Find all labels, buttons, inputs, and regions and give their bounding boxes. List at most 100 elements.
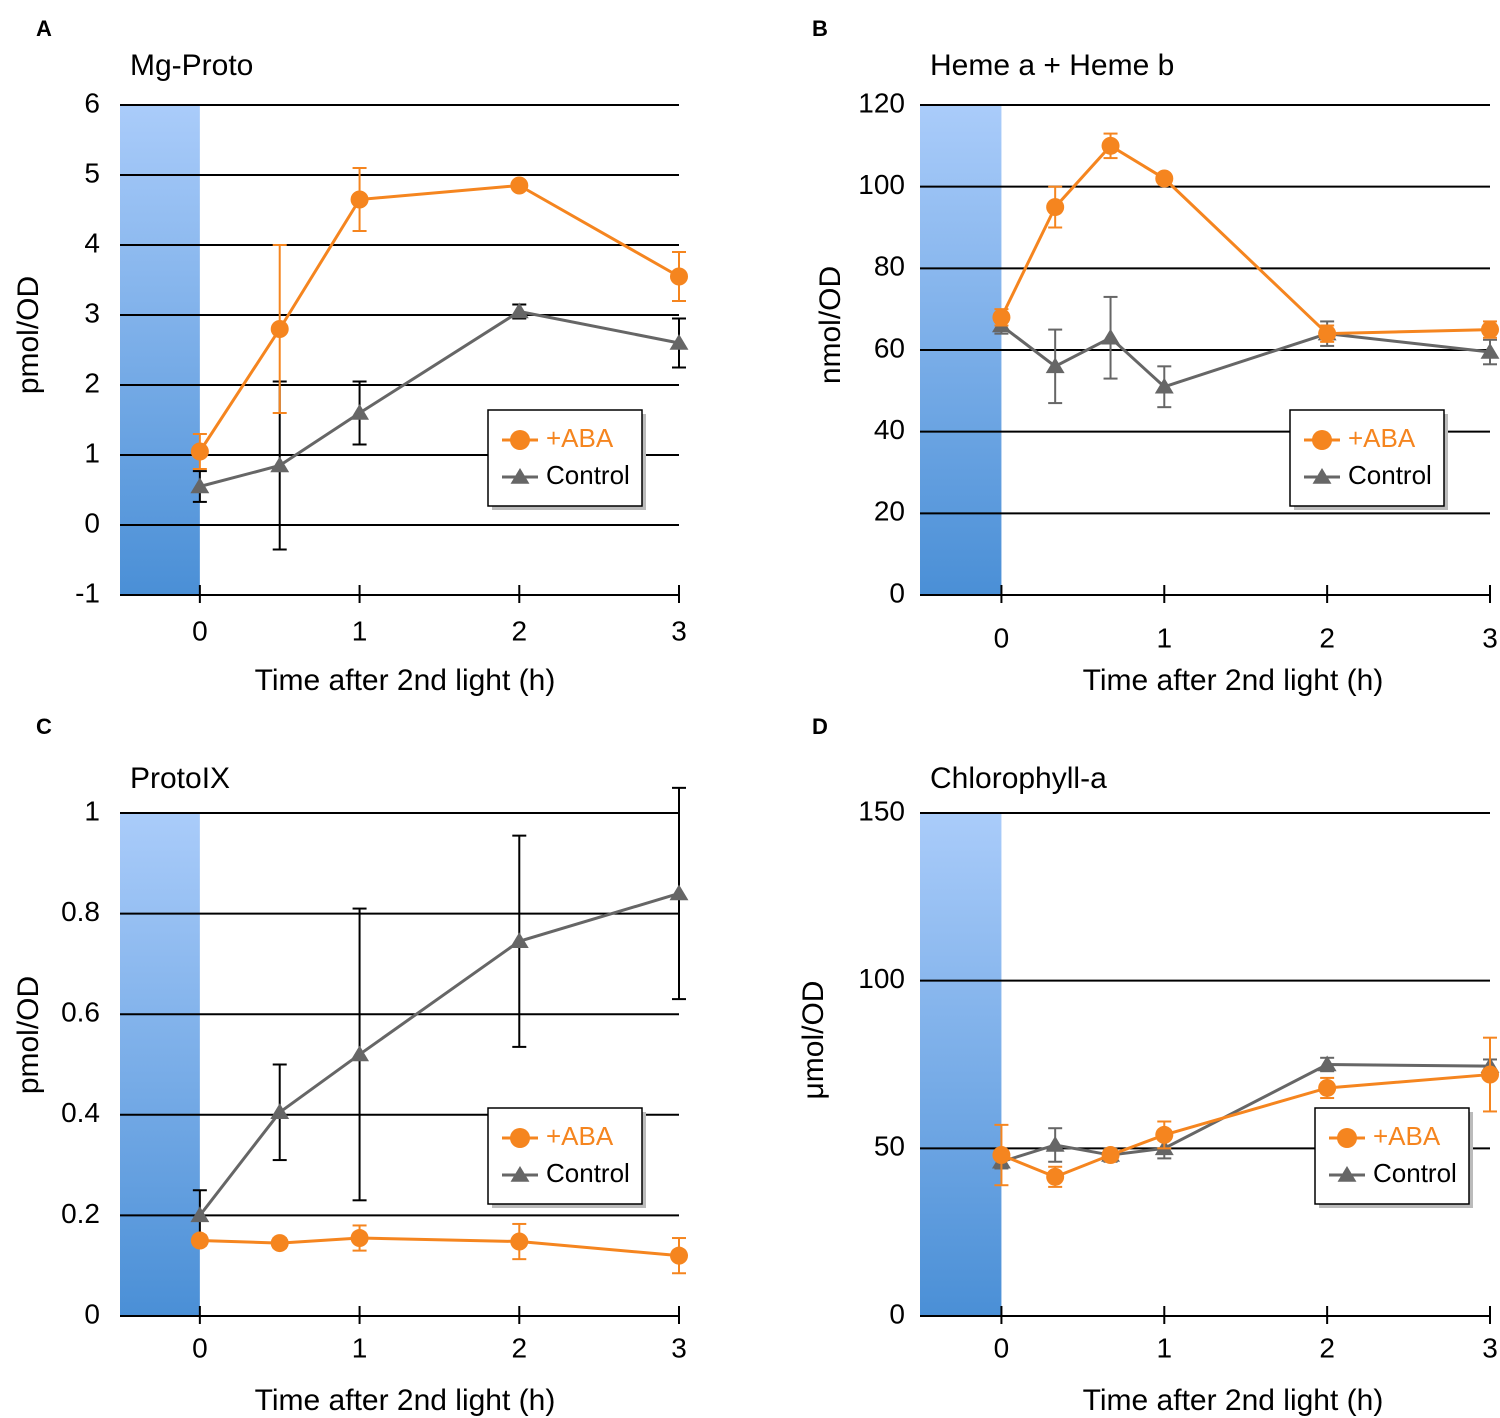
y-tick-label: -1 [75, 577, 100, 608]
chart-title: ProtoIX [130, 762, 230, 795]
data-point [670, 267, 688, 286]
y-tick-label: 100 [858, 963, 905, 994]
chart-panel-b: B Heme a + Heme b 0 20 40 60 80 100 120 0 1 2 3 Time … [812, 16, 1500, 697]
y-tick-label: 80 [874, 251, 905, 282]
circle-icon [510, 1128, 530, 1148]
data-point [190, 477, 210, 494]
legend-control-label: Control [1373, 1158, 1457, 1188]
chart-panel-c: C ProtoIX 0 0.2 0.4 0.6 0.8 1 0 1 2 3 Time after 2nd… [12, 714, 689, 1417]
x-tick-label: 1 [352, 1332, 368, 1363]
series-line [1000, 324, 1491, 389]
data-point [1046, 198, 1065, 217]
y-tick-label: 0 [84, 507, 100, 538]
x-tick-label: 2 [1319, 622, 1335, 653]
series-control [190, 786, 689, 1242]
data-point [1480, 343, 1500, 359]
y-tick-label: 0.6 [61, 997, 100, 1028]
panel-letter: B [812, 16, 828, 41]
y-tick-label: 5 [84, 157, 100, 188]
data-point [509, 932, 529, 949]
series-aba [992, 132, 1499, 343]
y-tick-label: 6 [84, 87, 100, 118]
triangle-icon [1312, 468, 1332, 484]
triangle-icon [510, 1166, 530, 1182]
data-point [669, 334, 689, 350]
series-control [190, 302, 689, 551]
triangle-icon [1337, 1166, 1357, 1182]
y-tick-label: 4 [84, 227, 100, 258]
data-point [1318, 1078, 1337, 1097]
series-line [1000, 1073, 1491, 1179]
x-tick-label: 3 [1482, 622, 1498, 653]
data-point [1101, 1146, 1120, 1165]
data-point [1045, 357, 1065, 374]
legend-aba-label: +ABA [1373, 1121, 1441, 1151]
data-point [1154, 377, 1174, 394]
data-point [1046, 1167, 1065, 1186]
x-tick-label: 1 [1156, 622, 1172, 653]
x-tick-label: 3 [671, 615, 687, 646]
data-point [1101, 136, 1120, 155]
data-point [1481, 320, 1499, 339]
circle-icon [1312, 430, 1332, 450]
data-point [270, 320, 289, 338]
x-tick-label: 0 [192, 615, 208, 646]
y-tick-label: 0.2 [61, 1198, 100, 1229]
data-point [509, 302, 529, 319]
x-tick-label: 2 [511, 1332, 527, 1363]
series-line [1000, 1062, 1491, 1164]
legend-aba-label: +ABA [546, 423, 614, 453]
x-tick-label: 1 [1156, 1332, 1172, 1363]
y-tick-label: 1 [84, 795, 100, 826]
y-tick-label: 40 [874, 414, 905, 445]
data-point [510, 1232, 529, 1251]
panel-letter: D [812, 714, 828, 739]
chart-title: Heme a + Heme b [930, 49, 1174, 82]
series-aba [190, 1222, 688, 1275]
legend-control-label: Control [546, 460, 630, 490]
data-point [1481, 1065, 1499, 1084]
y-tick-label: 3 [84, 297, 100, 328]
data-point [190, 1231, 209, 1250]
dark-period-shade [120, 813, 200, 1316]
chart-title: Chlorophyll-a [930, 762, 1107, 795]
x-axis-title: Time after 2nd light (h) [255, 1384, 556, 1417]
chart-panel-d: D Chlorophyll-a 0 50 100 150 0 1 2 3 Time after 2n… [797, 714, 1500, 1417]
y-axis-title: nmol/OD [814, 266, 847, 384]
data-point [350, 1045, 370, 1062]
data-point [270, 1234, 289, 1253]
data-point [669, 884, 689, 901]
legend: +ABA Control [487, 409, 646, 510]
x-axis-title: Time after 2nd light (h) [1083, 664, 1384, 697]
x-tick-label: 2 [1319, 1332, 1335, 1363]
triangle-icon [510, 468, 530, 484]
y-tick-label: 0.4 [61, 1097, 100, 1128]
data-point [992, 308, 1011, 327]
x-axis-title: Time after 2nd light (h) [1083, 1384, 1384, 1417]
data-point [1155, 169, 1174, 188]
y-tick-label: 0 [889, 1298, 905, 1329]
data-point [1155, 1125, 1174, 1144]
y-tick-label: 100 [858, 169, 905, 200]
data-point [992, 1146, 1011, 1165]
legend: +ABA Control [487, 1107, 646, 1208]
legend-box [1289, 409, 1445, 507]
circle-icon [1337, 1128, 1357, 1148]
y-tick-label: 20 [874, 496, 905, 527]
y-tick-label: 2 [84, 367, 100, 398]
legend-control-label: Control [1348, 460, 1432, 490]
legend: +ABA Control [1314, 1107, 1473, 1208]
data-point [670, 1246, 688, 1265]
x-tick-label: 2 [511, 615, 527, 646]
data-point [1101, 328, 1120, 345]
x-axis-title: Time after 2nd light (h) [255, 664, 556, 697]
data-point [510, 176, 529, 195]
legend-aba-label: +ABA [546, 1121, 614, 1151]
chart-panel-a: A Mg-Proto -1 0 1 2 3 4 5 6 0 1 2 3 Time after 2nd lig… [12, 16, 689, 697]
legend-box [487, 409, 643, 507]
x-tick-label: 3 [1482, 1332, 1498, 1363]
series-aba [190, 167, 688, 470]
dark-period-shade [120, 105, 200, 595]
legend-aba-label: +ABA [1348, 423, 1416, 453]
